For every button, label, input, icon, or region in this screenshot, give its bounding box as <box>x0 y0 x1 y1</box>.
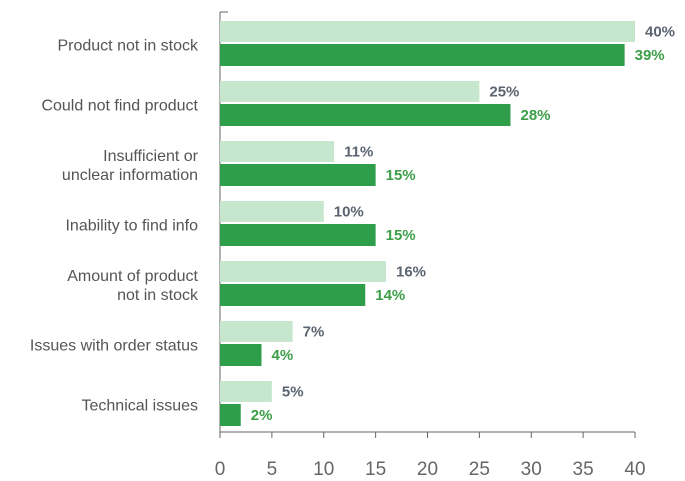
category-label: Inability to find info <box>65 217 198 235</box>
bar <box>220 44 625 66</box>
bar <box>220 81 480 102</box>
category-label: Could not find product <box>41 97 198 115</box>
category-label: Issues with order status <box>29 337 198 355</box>
x-tick-label: 40 <box>624 459 645 480</box>
value-label: 4% <box>272 347 294 364</box>
value-label: 10% <box>334 203 364 220</box>
value-label: 2% <box>251 407 273 424</box>
value-label: 11% <box>344 143 373 160</box>
value-label: 39% <box>635 47 665 64</box>
value-label: 28% <box>521 107 551 124</box>
value-label: 15% <box>386 227 416 244</box>
bar <box>220 381 272 402</box>
category-label: Insufficient or unclear information <box>61 148 198 184</box>
value-label: 15% <box>386 167 416 184</box>
value-label: 7% <box>303 323 325 340</box>
bar <box>220 344 262 366</box>
value-label: 40% <box>645 23 675 40</box>
value-label: 14% <box>375 287 405 304</box>
bar <box>220 284 366 306</box>
x-tick-label: 25 <box>469 459 490 480</box>
category-label: Amount of product not in stock <box>67 268 198 304</box>
bar <box>220 21 635 42</box>
bar <box>220 261 386 282</box>
value-label: 25% <box>489 83 519 100</box>
value-label: 16% <box>396 263 426 280</box>
category-label: Technical issues <box>81 397 199 415</box>
bar <box>220 201 324 222</box>
x-tick-label: 30 <box>521 459 542 480</box>
category-label: Product not in stock <box>57 37 198 55</box>
x-tick-label: 20 <box>417 459 438 480</box>
x-tick-label: 10 <box>313 459 334 480</box>
x-tick-label: 5 <box>267 459 278 480</box>
value-label: 5% <box>282 383 304 400</box>
x-tick-label: 15 <box>365 459 386 480</box>
x-tick-label: 0 <box>215 459 226 480</box>
bar <box>220 404 241 426</box>
bar <box>220 321 293 342</box>
bar <box>220 164 376 186</box>
x-tick-label: 35 <box>573 459 594 480</box>
bar <box>220 104 511 126</box>
bar <box>220 224 376 246</box>
bar <box>220 141 335 162</box>
